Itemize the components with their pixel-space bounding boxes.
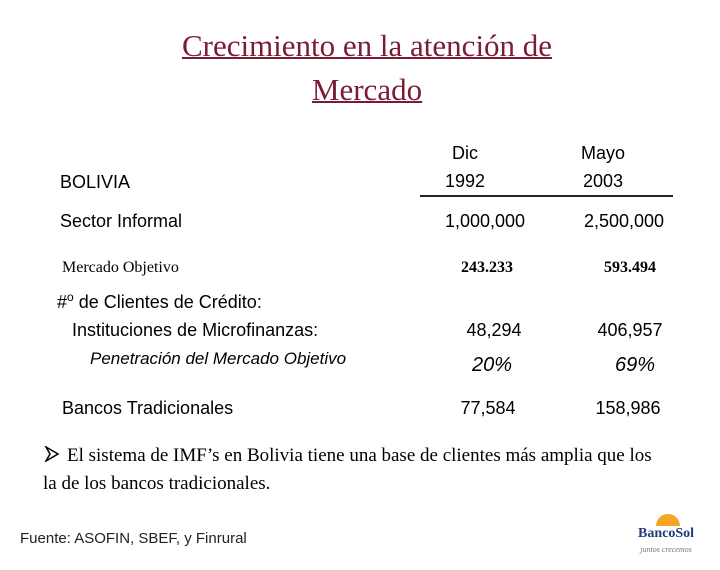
title-line: Mercado (311, 72, 423, 107)
logo: BancoSol (637, 526, 695, 541)
header-rule (420, 195, 673, 197)
cell: 2,500,000 (583, 211, 665, 231)
row-label: Penetración del Mercado Objetivo (90, 349, 347, 368)
text: # (57, 292, 68, 312)
cell: 406,957 (597, 320, 663, 340)
cell: 77,584 (460, 398, 516, 418)
text: o (67, 290, 74, 304)
cell: 20% (471, 354, 513, 376)
cell: 48,294 (466, 320, 522, 340)
cell: 1,000,000 (444, 211, 526, 231)
header-label: BOLIVIA (60, 172, 131, 192)
logo-tagline: juntos crecemos (640, 545, 692, 554)
header-col: Dic (452, 143, 478, 163)
bullet-arrow (44, 446, 60, 462)
cell: 158,986 (595, 398, 661, 418)
text: de Clientes de Crédito: (78, 292, 262, 312)
row-label: Sector Informal (60, 211, 183, 231)
title-line: Crecimiento en la atención de (181, 28, 553, 63)
header-col: 1992 (444, 171, 486, 191)
header-col: 2003 (582, 171, 624, 191)
section-label: #o de Clientes de Crédito: (57, 290, 262, 313)
header-col: Mayo (580, 143, 626, 163)
bullet-text: El sistema de IMF’s en Bolivia tiene una… (43, 445, 652, 494)
cell: 593.494 (604, 259, 656, 276)
row-label: Bancos Tradicionales (62, 398, 234, 418)
cell: 69% (614, 354, 656, 376)
logo-sun (656, 514, 680, 526)
source: Fuente: ASOFIN, SBEF, y Finrural (20, 530, 247, 547)
row-label: Mercado Objetivo (62, 259, 179, 276)
cell: 243.233 (461, 259, 513, 276)
row-label: Instituciones de Microfinanzas: (72, 320, 319, 340)
